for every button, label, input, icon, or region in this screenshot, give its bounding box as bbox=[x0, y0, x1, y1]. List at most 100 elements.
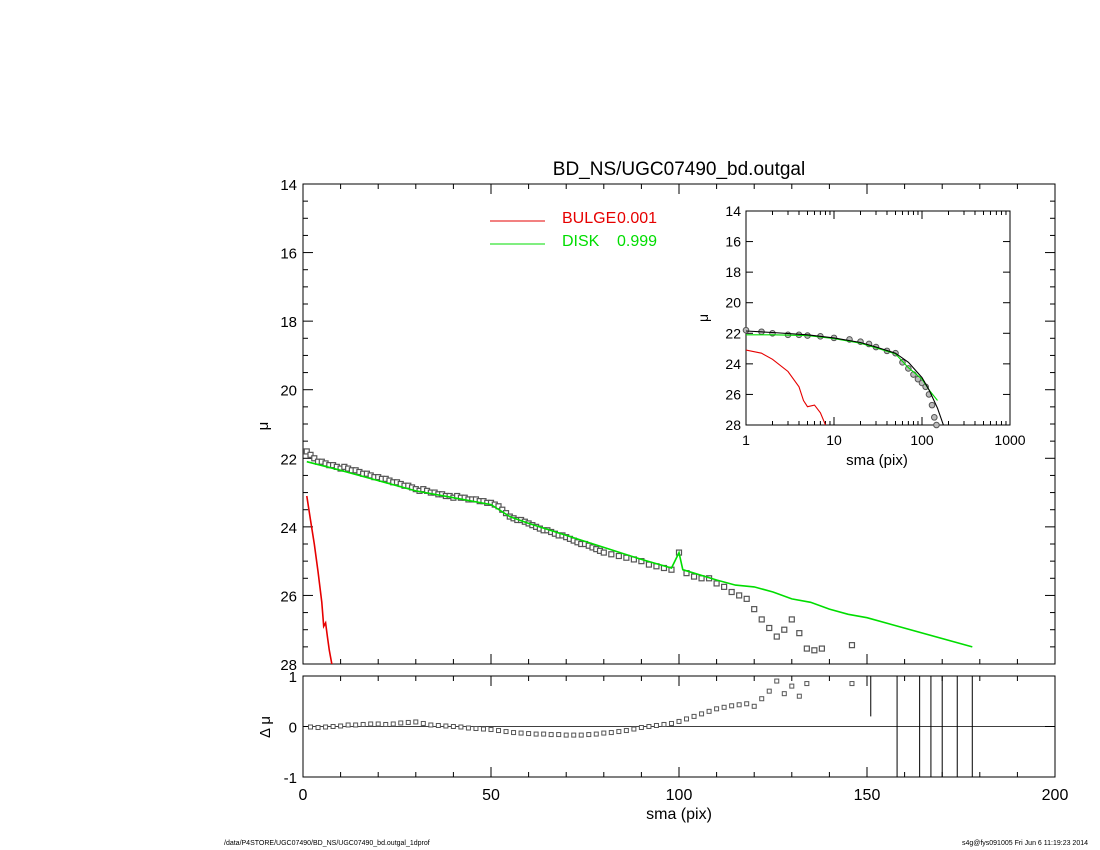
residual-point bbox=[578, 732, 584, 738]
main-data-point bbox=[311, 455, 318, 462]
inset-data-point bbox=[742, 326, 750, 334]
residual-point bbox=[420, 720, 426, 726]
inset-y-tick-label: 22 bbox=[725, 325, 741, 341]
residual-point bbox=[729, 703, 735, 709]
residual-point bbox=[511, 730, 517, 736]
chart-title: BD_NS/UGC07490_bd.outgal bbox=[553, 159, 805, 180]
inset-data-point bbox=[933, 421, 940, 429]
inset-plot-frame bbox=[745, 210, 1011, 426]
footer-timestamp: s4g@fys091005 Fri Jun 6 11:19:23 2014 bbox=[961, 840, 1088, 847]
residual-point bbox=[593, 731, 599, 737]
residual-point bbox=[676, 718, 682, 724]
main-y-ticks: 14 16 18 20 22 24 26 28 bbox=[280, 177, 1056, 674]
residual-point bbox=[541, 731, 547, 737]
main-y-tick-label: 26 bbox=[280, 588, 297, 605]
residual-point bbox=[458, 724, 464, 730]
residual-point bbox=[586, 732, 592, 738]
inset-x-axis-label: sma (pix) bbox=[846, 452, 908, 469]
residual-point bbox=[774, 678, 780, 684]
legend-value-disk: 0.999 bbox=[617, 233, 657, 250]
residual-point bbox=[706, 708, 712, 714]
inset-data-point bbox=[899, 359, 906, 366]
legend: BULGE 0.001 DISK 0.999 bbox=[490, 210, 657, 250]
residual-point bbox=[383, 721, 389, 727]
inset-x-tick-label: 10 bbox=[826, 432, 842, 448]
residual-point bbox=[571, 732, 577, 738]
inset-y-tick-label: 28 bbox=[725, 417, 741, 433]
main-data-point bbox=[766, 624, 773, 632]
residual-point bbox=[638, 725, 644, 731]
inset-x-tick-label: 100 bbox=[910, 432, 934, 448]
legend-value-bulge: 0.001 bbox=[617, 210, 657, 227]
x-axis-label: sma (pix) bbox=[646, 806, 712, 823]
x-tick-label: 0 bbox=[299, 787, 308, 804]
residual-point bbox=[398, 720, 404, 726]
main-data-point bbox=[307, 451, 314, 458]
residual-y-tick-label: 1 bbox=[289, 669, 297, 686]
main-data-point bbox=[743, 595, 750, 602]
inset-data-point bbox=[905, 365, 912, 372]
residual-point bbox=[684, 716, 690, 722]
inset-series-group bbox=[742, 326, 944, 429]
main-y-tick-label: 20 bbox=[280, 383, 297, 400]
residual-point bbox=[338, 723, 344, 729]
main-data-point bbox=[751, 606, 758, 613]
residual-point bbox=[601, 730, 607, 736]
x-tick-label: 50 bbox=[482, 787, 500, 804]
main-data-point bbox=[303, 448, 310, 455]
inset-y-tick-label: 16 bbox=[725, 234, 741, 250]
main-data-point bbox=[818, 645, 825, 652]
residual-point bbox=[368, 721, 374, 727]
inset-y-tick-label: 26 bbox=[725, 386, 741, 402]
inset-total-line bbox=[746, 330, 944, 425]
main-data-point bbox=[811, 647, 818, 654]
residual-point bbox=[526, 731, 532, 737]
inset-y-tick-label: 20 bbox=[725, 295, 741, 311]
residual-point bbox=[450, 724, 456, 729]
residual-point bbox=[699, 711, 705, 717]
legend-label-bulge: BULGE bbox=[562, 210, 616, 227]
inset-x-tick-label: 1000 bbox=[994, 432, 1025, 448]
residual-point bbox=[330, 724, 336, 729]
residual-point bbox=[465, 725, 471, 731]
inset-x-tick-label: 1 bbox=[742, 432, 750, 448]
residual-point bbox=[623, 728, 629, 734]
main-data-point bbox=[728, 588, 735, 596]
residual-point bbox=[668, 720, 674, 726]
inset-y-tick-label: 14 bbox=[725, 203, 741, 219]
residual-point bbox=[480, 726, 486, 732]
main-y-tick-label: 18 bbox=[280, 314, 297, 331]
main-data-point bbox=[788, 616, 795, 623]
residual-point bbox=[428, 722, 434, 728]
residual-series-group bbox=[308, 676, 973, 777]
residual-point bbox=[691, 713, 697, 719]
x-tick-label: 150 bbox=[854, 787, 881, 804]
main-data-point bbox=[848, 642, 856, 649]
residual-point bbox=[413, 719, 419, 725]
residual-point bbox=[556, 732, 562, 738]
residual-point bbox=[653, 722, 659, 728]
residual-point bbox=[405, 719, 411, 725]
residual-y-axis-label: Δ μ bbox=[257, 716, 274, 738]
residual-point bbox=[390, 721, 396, 727]
residual-point bbox=[308, 724, 314, 730]
main-data-point bbox=[721, 583, 728, 590]
residual-point bbox=[646, 724, 652, 729]
residual-y-tick-label: -1 bbox=[284, 770, 297, 787]
main-profile-panel: 14 16 18 20 22 24 26 28 μ BULGE 0.001 DISK 0.999 bbox=[255, 177, 1056, 674]
residual-point bbox=[781, 691, 787, 697]
main-data-point bbox=[796, 630, 803, 637]
residual-point bbox=[661, 721, 667, 727]
main-data-point bbox=[713, 580, 720, 587]
main-disk-line bbox=[306, 460, 973, 648]
inset-bulge-line bbox=[746, 349, 827, 425]
inset-y-axis-label: μ bbox=[695, 314, 711, 322]
inset-log-panel: 14 16 18 20 22 24 26 281 10 100 1000 μ sma (pix) bbox=[695, 203, 1026, 469]
residual-point bbox=[849, 681, 855, 687]
main-data-point bbox=[773, 633, 780, 640]
residual-point bbox=[721, 704, 727, 710]
residual-point bbox=[473, 726, 479, 732]
